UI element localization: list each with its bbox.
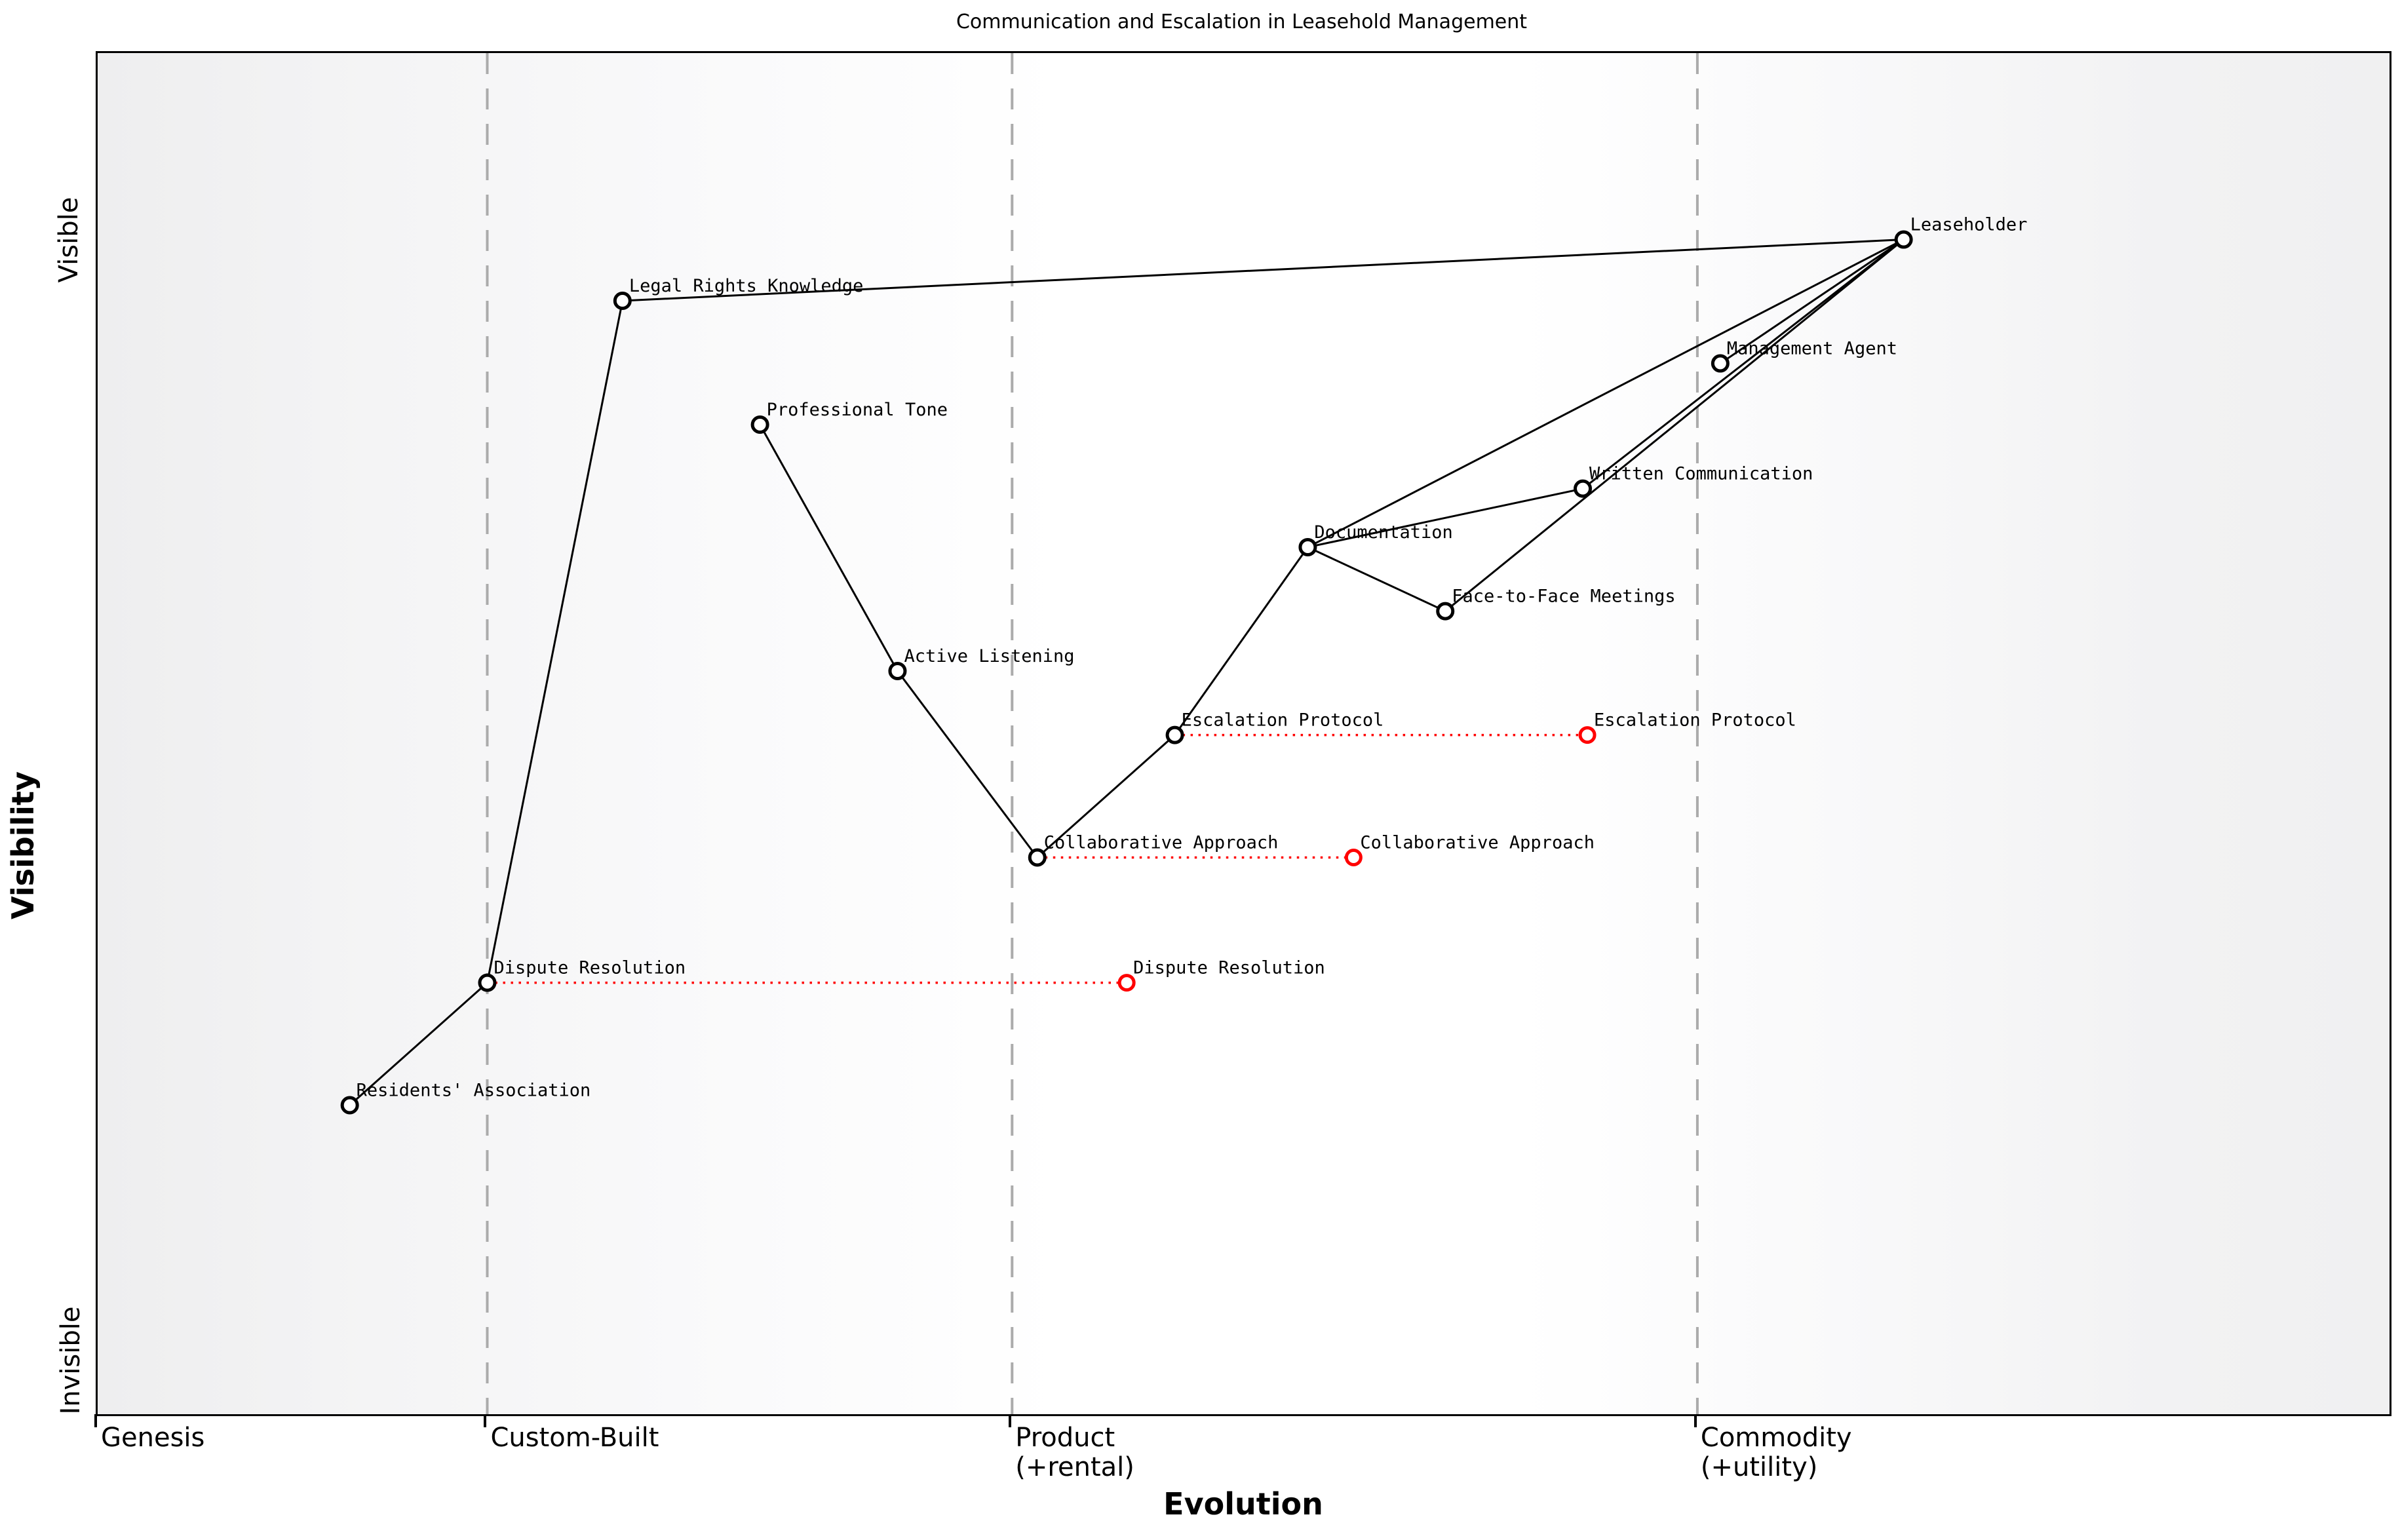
plot-area: Leaseholder Legal Rights Knowledge Managem… [96,51,2391,1416]
map-node-prof_tone [750,415,769,434]
map-node-label-residents: Residents' Association [357,1081,591,1101]
map-node-label-escalation_ev: Escalation Protocol [1594,710,1796,731]
stage-label-main: Custom-Built [490,1423,659,1453]
stage-label-main: Commodity [1700,1423,1852,1453]
stage-label-sub: (+utility) [1700,1452,1818,1482]
y-axis-title: Visibility [5,771,41,919]
map-edge [486,300,624,983]
map-edge [1036,734,1176,858]
map-node-label-collaborative: Collaborative Approach [1044,833,1279,853]
stage-label-commodity: Commodity (+utility) [1701,1423,1852,1482]
stage-label-main: Product [1015,1423,1115,1453]
x-axis-tick [94,1414,97,1427]
map-edge [1307,488,1583,549]
wardley-map-canvas: Leaseholder Legal Rights Knowledge Managem… [340,53,2028,1414]
map-node-label-dispute_ev: Dispute Resolution [1133,958,1325,978]
map-node-collaborative [1028,848,1047,867]
map-node-dispute [478,973,497,992]
stage-label-genesis: Genesis [101,1423,204,1453]
map-node-leaseholder [1894,230,1913,249]
stage-label-product: Product (+rental) [1015,1423,1134,1482]
chart-title: Communication and Escalation in Leasehol… [956,10,1528,33]
map-node-documentation [1298,537,1317,556]
map-node-label-written_comm: Written Communication [1589,464,1813,484]
map-edge [1720,239,1905,364]
map-node-dispute_ev [1117,974,1136,992]
x-axis-title: Evolution [1163,1486,1323,1522]
map-node-label-escalation: Escalation Protocol [1182,710,1384,731]
x-axis-tick [484,1414,487,1427]
map-edge [1307,546,1446,612]
map-node-written_comm [1574,479,1593,498]
map-node-mgmt_agent [1711,354,1730,373]
map-edge [622,239,1904,302]
map-node-label-documentation: Documentation [1314,522,1452,543]
map-node-label-active_listening: Active Listening [904,646,1074,666]
map-edge [349,982,488,1106]
map-node-escalation [1165,725,1184,744]
map-edge [1582,239,1905,490]
map-node-label-collaborative_ev: Collaborative Approach [1360,833,1595,853]
x-axis-tick [1009,1414,1012,1427]
map-node-collaborative_ev [1344,849,1363,867]
map-node-label-legal_rights: Legal Rights Knowledge [629,276,864,296]
map-node-legal_rights [613,292,632,311]
y-tick-label-invisible: Invisible [56,1306,86,1415]
map-node-active_listening [888,661,907,680]
stage-label-main: Genesis [101,1423,205,1453]
y-tick-label-visible: Visible [54,197,84,283]
map-edge [1174,547,1309,736]
map-node-label-dispute: Dispute Resolution [494,958,686,978]
map-edge [759,424,899,672]
map-edge [897,670,1038,858]
map-edge [1444,239,1905,612]
x-axis-tick [1694,1414,1697,1427]
stage-label-custom-built: Custom-Built [490,1423,659,1453]
map-node-f2f [1436,602,1455,621]
map-node-label-f2f: Face-to-Face Meetings [1452,587,1675,607]
map-edge [1307,239,1905,549]
map-node-label-leaseholder: Leaseholder [1910,215,2028,235]
stage-label-sub: (+rental) [1015,1452,1134,1482]
map-node-residents [340,1096,359,1115]
map-node-escalation_ev [1578,726,1597,744]
map-node-label-mgmt_agent: Management Agent [1727,339,1897,359]
map-node-label-prof_tone: Professional Tone [767,400,948,420]
